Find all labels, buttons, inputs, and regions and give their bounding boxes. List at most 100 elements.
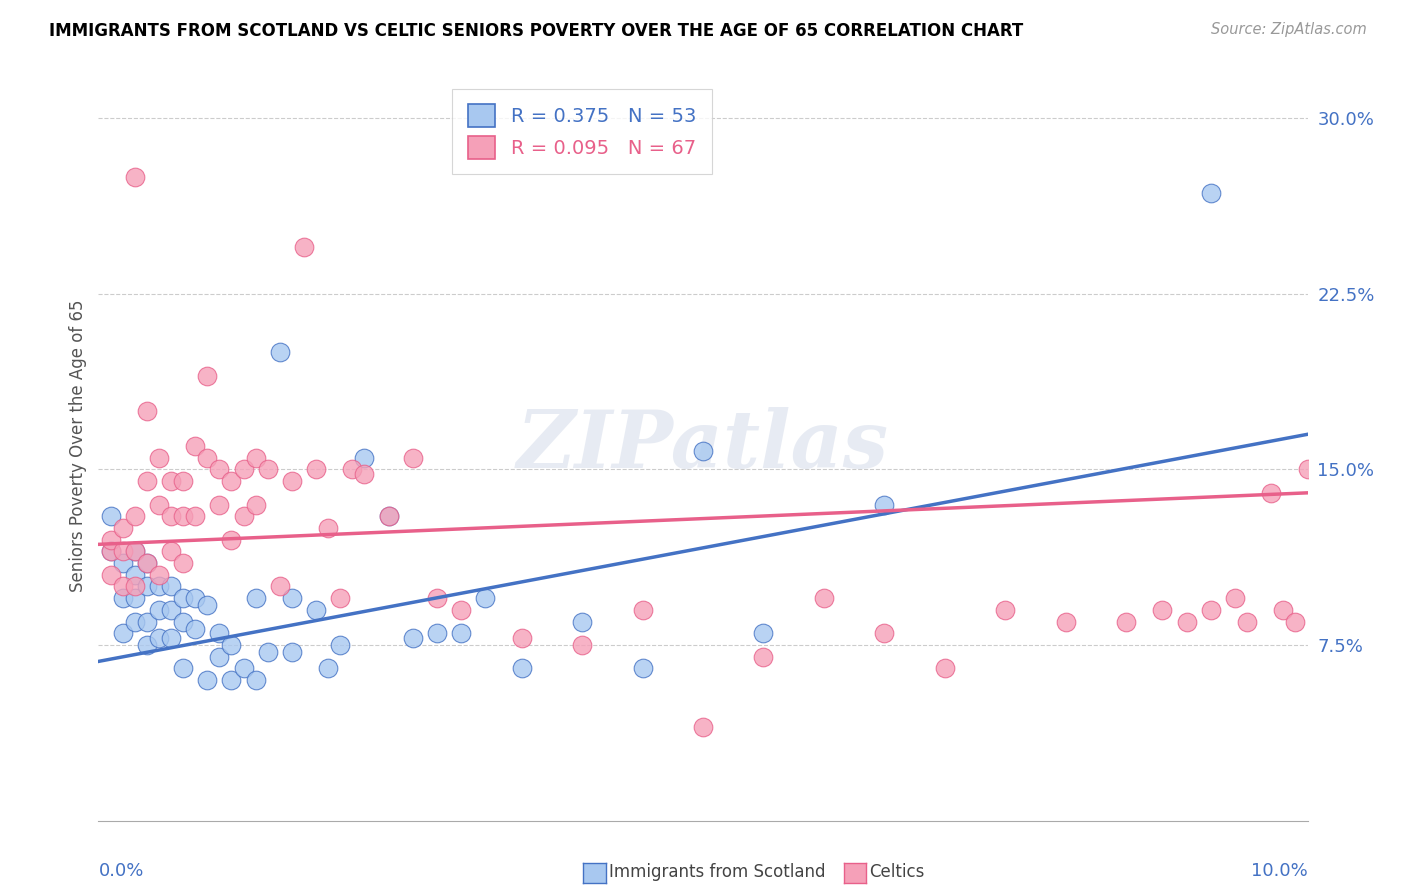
Point: [232, 509, 254, 524]
Text: 0.0%: 0.0%: [98, 863, 143, 880]
Point: [1054, 615, 1077, 629]
Point: [160, 580, 183, 594]
Point: [135, 556, 157, 570]
Point: [353, 450, 375, 465]
Point: [172, 474, 194, 488]
Point: [111, 580, 134, 594]
Point: [124, 169, 146, 184]
Point: [873, 498, 896, 512]
Point: [305, 603, 328, 617]
Point: [426, 626, 449, 640]
Point: [329, 638, 352, 652]
Point: [1152, 603, 1174, 617]
Point: [135, 638, 157, 652]
Point: [172, 509, 194, 524]
Point: [450, 603, 472, 617]
Point: [195, 450, 218, 465]
Point: [1296, 462, 1319, 476]
Point: [245, 591, 267, 606]
Point: [269, 580, 291, 594]
Point: [100, 533, 122, 547]
Point: [195, 673, 218, 688]
Point: [208, 649, 231, 664]
Point: [1260, 485, 1282, 500]
Point: [100, 544, 122, 558]
Point: [148, 580, 170, 594]
Point: [377, 509, 399, 524]
Point: [873, 626, 896, 640]
Point: [256, 462, 278, 476]
Point: [631, 603, 654, 617]
Point: [813, 591, 835, 606]
Point: [474, 591, 496, 606]
Point: [934, 661, 956, 675]
Point: [208, 626, 231, 640]
Point: [208, 498, 231, 512]
Point: [135, 615, 157, 629]
Point: [221, 533, 243, 547]
Point: [1284, 615, 1306, 629]
Point: [221, 673, 243, 688]
Point: [232, 661, 254, 675]
Point: [353, 467, 375, 482]
Point: [160, 474, 183, 488]
Point: [245, 450, 267, 465]
Point: [124, 567, 146, 582]
Text: Celtics: Celtics: [869, 863, 924, 881]
Point: [450, 626, 472, 640]
Point: [111, 591, 134, 606]
Text: Source: ZipAtlas.com: Source: ZipAtlas.com: [1211, 22, 1367, 37]
Point: [124, 580, 146, 594]
Point: [571, 638, 593, 652]
Point: [111, 626, 134, 640]
Point: [100, 567, 122, 582]
Point: [184, 439, 207, 453]
Point: [172, 556, 194, 570]
Point: [111, 521, 134, 535]
Point: [1236, 615, 1258, 629]
Point: [510, 631, 533, 645]
Point: [184, 591, 207, 606]
Point: [148, 498, 170, 512]
Point: [342, 462, 364, 476]
Point: [160, 544, 183, 558]
Point: [1115, 615, 1137, 629]
Point: [752, 626, 775, 640]
Point: [402, 450, 425, 465]
Point: [752, 649, 775, 664]
Point: [426, 591, 449, 606]
Text: 10.0%: 10.0%: [1251, 863, 1308, 880]
Point: [148, 450, 170, 465]
Point: [184, 622, 207, 636]
Point: [135, 556, 157, 570]
Point: [269, 345, 291, 359]
Point: [160, 631, 183, 645]
Point: [631, 661, 654, 675]
Point: [160, 509, 183, 524]
Point: [135, 474, 157, 488]
Point: [329, 591, 352, 606]
Point: [377, 509, 399, 524]
Point: [1199, 186, 1222, 200]
Text: ZIPatlas: ZIPatlas: [517, 408, 889, 484]
Text: IMMIGRANTS FROM SCOTLAND VS CELTIC SENIORS POVERTY OVER THE AGE OF 65 CORRELATIO: IMMIGRANTS FROM SCOTLAND VS CELTIC SENIO…: [49, 22, 1024, 40]
Legend: R = 0.375   N = 53, R = 0.095   N = 67: R = 0.375 N = 53, R = 0.095 N = 67: [453, 88, 711, 174]
Point: [148, 567, 170, 582]
Point: [316, 661, 339, 675]
Point: [195, 368, 218, 383]
Point: [245, 498, 267, 512]
Point: [281, 474, 304, 488]
Point: [292, 240, 315, 254]
Point: [281, 591, 304, 606]
Point: [124, 509, 146, 524]
Point: [135, 404, 157, 418]
Point: [1199, 603, 1222, 617]
Point: [148, 603, 170, 617]
Point: [402, 631, 425, 645]
Point: [245, 673, 267, 688]
Point: [195, 599, 218, 613]
Point: [135, 580, 157, 594]
Text: Immigrants from Scotland: Immigrants from Scotland: [609, 863, 825, 881]
Point: [208, 462, 231, 476]
Point: [124, 544, 146, 558]
